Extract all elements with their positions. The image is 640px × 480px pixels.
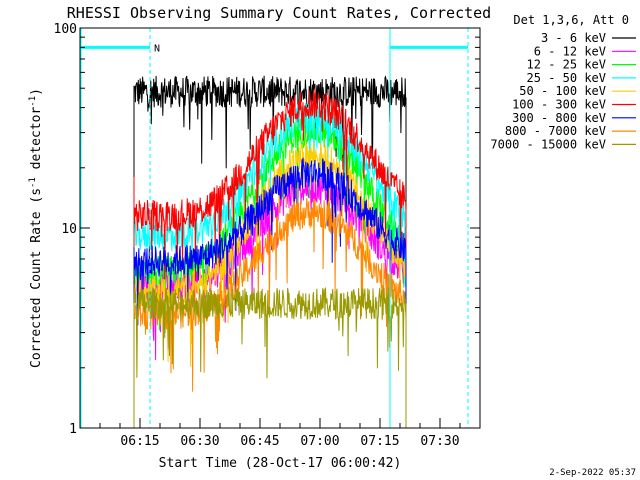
footer-timestamp: 2-Sep-2022 05:37 [549, 468, 636, 478]
legend-title: Det 1,3,6, Att 0 [513, 13, 629, 27]
y-tick-label-2: 100 [54, 22, 77, 37]
legend-label-6: 300 - 800 keV [512, 111, 606, 125]
series-line-0 [133, 75, 407, 428]
series-layer [133, 75, 407, 428]
y-axis-label-sup2: -1 [28, 96, 38, 107]
x-tick-label-1: 06:30 [180, 434, 219, 449]
legend-label-7: 800 - 7000 keV [505, 124, 606, 138]
legend-label-5: 100 - 300 keV [512, 98, 606, 112]
axis-layer: 06:15 06:30 06:45 07:00 07:15 07:30 1 10 100 [54, 22, 480, 449]
y-axis-label: Corrected Count Rate (s-1 detector-1) [28, 88, 44, 368]
x-tick-label-3: 07:00 [300, 434, 339, 449]
series-line-3 [133, 101, 407, 428]
legend-label-2: 12 - 25 keV [527, 58, 606, 72]
y-axis-label-sup1: -1 [28, 177, 38, 188]
legend-label-4: 50 - 100 keV [519, 84, 606, 98]
x-axis-label: Start Time (28-Oct-17 06:00:42) [159, 456, 402, 471]
chart-title: RHESSI Observing Summary Count Rates, Co… [67, 4, 491, 22]
y-tick-label-1: 10 [61, 222, 77, 237]
x-tick-label-0: 06:15 [120, 434, 159, 449]
x-tick-label-2: 06:45 [240, 434, 279, 449]
legend-label-8: 7000 - 15000 keV [490, 137, 606, 151]
y-axis-label-mid: detector [29, 107, 44, 178]
series-line-7 [133, 198, 407, 428]
legend-label-0: 3 - 6 keV [541, 31, 606, 45]
legend-label-3: 25 - 50 keV [527, 71, 606, 85]
x-tick-label-4: 07:15 [360, 434, 399, 449]
series-line-5 [133, 87, 407, 428]
y-axis-label-main: Corrected Count Rate (s [29, 188, 44, 368]
series-line-8 [133, 287, 407, 428]
legend-label-1: 6 - 12 keV [534, 44, 606, 58]
x-tick-label-5: 07:30 [420, 434, 459, 449]
night-marker-label: N [154, 43, 160, 54]
y-axis-label-end: ) [29, 88, 44, 96]
series-line-6 [133, 157, 407, 428]
y-tick-label-0: 1 [69, 422, 77, 437]
